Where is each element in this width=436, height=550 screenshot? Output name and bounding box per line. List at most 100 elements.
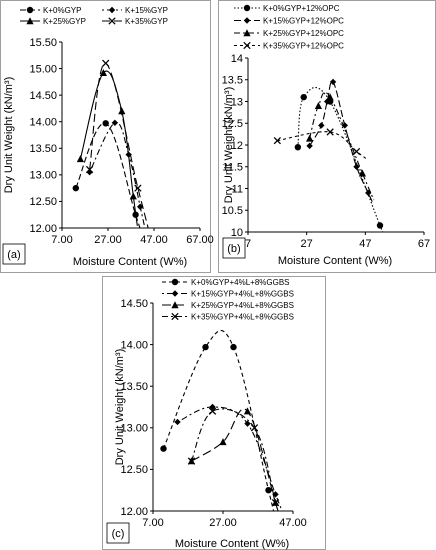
- data-point: [314, 102, 322, 110]
- data-point: [209, 403, 216, 411]
- y-tick-label: 12.5: [222, 118, 243, 130]
- legend-marker: [171, 290, 179, 297]
- data-point: [187, 457, 196, 465]
- x-tick-label: 7.00: [142, 517, 163, 529]
- x-tick-label: 7.00: [51, 234, 72, 246]
- y-tick-label: 11: [232, 183, 243, 195]
- x-tick-label: 47: [359, 238, 371, 250]
- x-tick-label: 67: [418, 238, 430, 250]
- legend-marker: [243, 29, 251, 37]
- legend-label: K+15%GYP: [125, 6, 168, 15]
- y-tick-label: 10: [231, 227, 243, 239]
- legend-marker: [108, 17, 116, 25]
- y-tick-label: 14: [231, 53, 243, 65]
- legend-item: K+35%GYP: [102, 17, 168, 26]
- legend-label: K+25%GYP: [43, 17, 86, 26]
- panel-label-box: [2, 243, 26, 265]
- legend-marker: [171, 301, 179, 309]
- legend-marker: [243, 17, 251, 24]
- data-point: [111, 119, 119, 126]
- legend-marker: [26, 17, 34, 25]
- series-line: [75, 122, 141, 228]
- data-point: [118, 107, 126, 115]
- legend-label: K+0%GYP: [43, 6, 81, 15]
- legend-label: K+0%GYP+12%OPC: [263, 4, 340, 13]
- data-point: [99, 69, 107, 77]
- y-tick-label: 14.00: [29, 117, 57, 129]
- y-tick-label: 12.00: [120, 506, 148, 518]
- series-line: [277, 131, 367, 159]
- data-point: [326, 93, 334, 101]
- data-point: [102, 59, 110, 67]
- data-point: [358, 169, 366, 177]
- data-point: [271, 499, 280, 507]
- legend-item: K+35%GYP+12%OPC: [234, 42, 344, 51]
- x-tick-label: 67.00: [186, 234, 214, 246]
- data-point: [243, 407, 252, 415]
- series-4: [273, 128, 367, 159]
- panel-label: (a): [7, 249, 20, 261]
- legend-item: K+0%GYP+4%L+8%GGBS: [162, 278, 290, 287]
- y-axis-label: Dry Unit Weight (kN/m³): [223, 87, 235, 204]
- data-point: [230, 343, 237, 351]
- plot-area: [72, 59, 149, 228]
- chart-panel-a: 12.00 12.50 13.00 13.50 14.00 14.50 15.00 15.50…: [0, 0, 214, 273]
- data-point: [300, 93, 307, 101]
- data-point: [353, 163, 360, 170]
- x-tick-label: 27.00: [94, 234, 122, 246]
- legend-marker: [171, 278, 179, 286]
- y-tick-label: 15.00: [29, 63, 57, 75]
- y-tick-label: 12.50: [29, 196, 57, 208]
- series-line: [191, 408, 279, 511]
- series-line: [89, 62, 149, 228]
- legend-label: K+35%GYP+12%OPC: [263, 42, 344, 51]
- x-tick-label: 27.00: [209, 517, 237, 529]
- y-tick-label: 13.00: [29, 170, 57, 182]
- y-axis-label: Dry Unit Weight (kN/m³): [114, 349, 126, 466]
- x-tick-label: 27: [301, 238, 313, 250]
- chart-panel-b: 10 10.5 11 11.5 12 12.5 13 13.5 14 7 27 47 67 Moistur…: [218, 0, 436, 273]
- data-point: [244, 420, 251, 427]
- y-tick-label: 11.5: [222, 162, 243, 174]
- y-axis-label: Dry Unit Weight (kN/m³): [3, 77, 15, 194]
- legend-label: K+25%GYP+4%L+8%GGBS: [191, 301, 294, 310]
- chart-panel-c: 12.00 12.50 13.00 13.50 14.00 14.50 7.00 27.00 4…: [102, 276, 326, 550]
- data-point: [219, 438, 227, 446]
- x-tick-label: 7: [245, 238, 251, 250]
- data-point: [174, 418, 181, 426]
- y-tick-label: 12.00: [29, 223, 57, 235]
- data-point: [318, 122, 325, 129]
- legend-item: K+0%GYP+12%OPC: [234, 4, 340, 13]
- series-3: [187, 407, 280, 511]
- y-tick-label: 13: [231, 96, 243, 108]
- data-point: [352, 147, 361, 156]
- y-tick-label: 10.5: [222, 205, 243, 217]
- data-point: [306, 134, 314, 142]
- legend-item: K+35%GYP+4%L+8%GGBS: [162, 313, 294, 322]
- data-point: [265, 487, 272, 494]
- panel-label: (b): [227, 243, 240, 255]
- y-tick-label: 13.5: [222, 75, 243, 87]
- series-3: [306, 91, 375, 201]
- x-tick-label: 47.00: [279, 517, 307, 529]
- series-line: [309, 80, 373, 203]
- y-tick-label: 13.50: [120, 381, 148, 393]
- series-line: [89, 122, 145, 226]
- data-point: [208, 407, 217, 415]
- x-tick-label: 47.00: [140, 234, 168, 246]
- data-point: [250, 424, 259, 432]
- legend-label: K+35%GYP: [125, 17, 168, 26]
- legend-marker: [171, 312, 179, 321]
- legend-item: K+25%GYP+12%OPC: [234, 29, 344, 38]
- data-point: [85, 165, 94, 174]
- data-point: [365, 189, 372, 197]
- legend-label: K+15%GYP+12%OPC: [263, 17, 344, 26]
- legend-marker: [108, 6, 116, 14]
- y-tick-label: 15.50: [29, 37, 57, 49]
- data-point: [129, 192, 137, 200]
- legend-label: K+15%GYP+4%L+8%GGBS: [191, 290, 294, 299]
- plot-area: [273, 78, 384, 232]
- legend-item: K+25%GYP+4%L+8%GGBS: [162, 301, 294, 310]
- data-point: [294, 143, 302, 151]
